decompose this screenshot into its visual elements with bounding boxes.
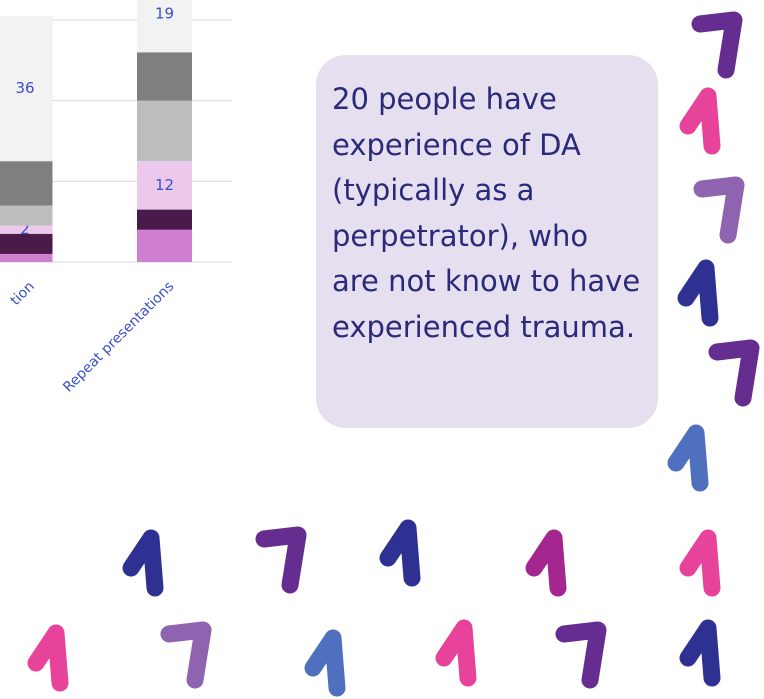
bar-segment: [137, 230, 192, 262]
data-label: 19: [155, 4, 174, 22]
slide: 236tion1219Repeat presentations 20 peopl…: [0, 0, 764, 699]
data-label: 36: [15, 79, 34, 97]
bar-segment: [0, 206, 53, 226]
data-label: 12: [155, 176, 174, 194]
bar-segment: [0, 254, 53, 262]
callout: 20 people have experience of DA (typical…: [316, 55, 658, 428]
bar-segment: [137, 101, 192, 161]
x-tick-label: Repeat presentations: [60, 279, 177, 396]
bar-segment: [137, 210, 192, 230]
bar-segment: [137, 52, 192, 100]
x-tick-label: tion: [8, 279, 38, 309]
bar-segment: [0, 161, 53, 205]
